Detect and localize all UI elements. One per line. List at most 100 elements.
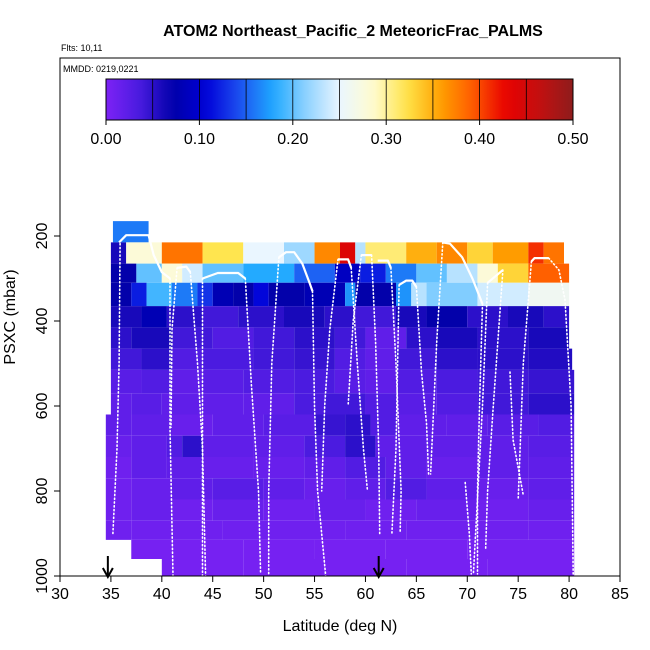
x-tick-label: 45	[204, 586, 222, 603]
x-axis-label: Latitude (deg N)	[283, 618, 398, 635]
flight-track-solid	[486, 269, 504, 284]
heatmap-cell	[411, 282, 427, 307]
flights-label: Flts: 10,11	[61, 43, 102, 53]
heatmap-cell	[334, 348, 366, 370]
heatmap-cell	[477, 393, 529, 415]
heatmap-cell	[268, 282, 305, 307]
heatmap-cell	[528, 435, 575, 457]
heatmap-cell	[131, 520, 172, 540]
colorbar-cell	[479, 79, 527, 120]
heatmap-cell	[243, 242, 284, 264]
heatmap-cell	[110, 242, 127, 264]
heatmap-cell	[105, 457, 132, 479]
heatmap-cell	[304, 282, 346, 307]
heatmap-cell	[543, 306, 570, 328]
heatmap-cell	[396, 282, 412, 307]
heatmap-cell	[105, 520, 132, 540]
heatmap-cell	[477, 478, 529, 500]
colorbar-cell	[339, 79, 387, 120]
heatmap-cell	[426, 478, 478, 500]
flight-track-dotted	[517, 260, 533, 501]
heatmap-cell	[426, 282, 452, 307]
heatmap-cell	[436, 242, 468, 264]
heatmap-cell	[202, 306, 239, 328]
heatmap-cell	[365, 348, 396, 370]
heatmap-cell	[406, 242, 437, 264]
heatmap-cell	[528, 520, 575, 540]
heatmap-cell	[477, 499, 529, 521]
heatmap-cell	[131, 327, 172, 349]
heatmap-cell	[385, 478, 427, 500]
heatmap-cell	[284, 306, 325, 328]
plot-frame	[59, 57, 621, 577]
latitude-markers	[101, 556, 385, 580]
x-tick-label: 55	[306, 586, 324, 603]
flight-track-dotted	[370, 254, 381, 535]
heatmap-cell	[110, 369, 142, 394]
heatmap-cell	[528, 499, 575, 521]
heatmap-cell	[436, 369, 478, 394]
heatmap-cell	[477, 457, 529, 479]
heatmap-cell	[334, 263, 361, 283]
colorbar-tick-label: 0.40	[464, 131, 495, 148]
latitude-arrow-head	[372, 567, 385, 580]
heatmap-cell	[528, 263, 570, 283]
heatmap-cell	[233, 282, 254, 307]
heatmap-cell	[172, 348, 203, 370]
heatmap-cell	[172, 369, 203, 394]
heatmap-cell	[543, 242, 564, 264]
heatmap-cell	[345, 435, 376, 457]
heatmap-cell	[477, 348, 529, 370]
heatmap-cell	[294, 348, 335, 370]
heatmap-cell	[105, 414, 132, 436]
heatmap-cell	[360, 263, 386, 283]
heatmap-cell	[355, 306, 396, 328]
heatmap-cell	[436, 348, 478, 370]
heatmap-cell	[136, 263, 162, 283]
heatmap-cell	[528, 348, 573, 370]
heatmap-cell	[477, 369, 529, 394]
flight-track-dotted	[320, 258, 339, 492]
heatmap-cell	[294, 369, 335, 394]
heatmap-cell	[365, 327, 407, 349]
y-tick-label: 400	[34, 308, 51, 335]
heatmap-cell	[243, 559, 325, 576]
heatmap-cell	[284, 242, 315, 264]
flight-track-dotted	[509, 371, 525, 497]
heatmap-cell	[528, 478, 575, 500]
flight-track-dotted	[311, 290, 327, 577]
heatmap-cell	[110, 348, 142, 370]
heatmap-cell	[528, 369, 575, 394]
colorbar-tick-label: 0.00	[90, 131, 121, 148]
heatmap-cell	[396, 393, 437, 415]
chart-title: ATOM2 Northeast_Pacific_2 MeteoricFrac_P…	[163, 23, 543, 40]
colorbar-tick-label: 0.10	[184, 131, 215, 148]
heatmap-cell	[345, 520, 407, 540]
flight-track-solid	[398, 279, 418, 288]
colorbar-tick-label: 0.50	[557, 131, 588, 148]
heatmap-cell	[477, 263, 498, 283]
x-tick-label: 60	[357, 586, 375, 603]
heatmap-cell	[452, 282, 478, 307]
heatmap-cell	[263, 499, 315, 521]
heatmap-cell	[131, 393, 162, 415]
y-tick-label: 600	[34, 393, 51, 420]
heatmap-cell	[406, 327, 437, 349]
colorbar-cell	[526, 79, 574, 120]
heatmap-cell	[396, 348, 437, 370]
heatmap-cell	[253, 435, 305, 457]
heatmap-cell	[314, 242, 340, 264]
heatmap-cell	[324, 559, 407, 576]
flight-track-dotted	[170, 267, 178, 429]
flight-track-dotted	[484, 269, 504, 552]
heatmap-cell	[131, 414, 172, 436]
heatmap-cell	[212, 327, 254, 349]
heatmap-cell	[202, 242, 244, 264]
y-axis-label: PSXC (mbar)	[2, 269, 19, 364]
heatmap-cell	[243, 263, 295, 283]
heatmap-cell	[508, 306, 544, 328]
heatmap-cell	[497, 263, 529, 283]
heatmap-cell	[284, 520, 346, 540]
colorbar-cell	[386, 79, 434, 120]
heatmap-cell	[446, 263, 478, 283]
